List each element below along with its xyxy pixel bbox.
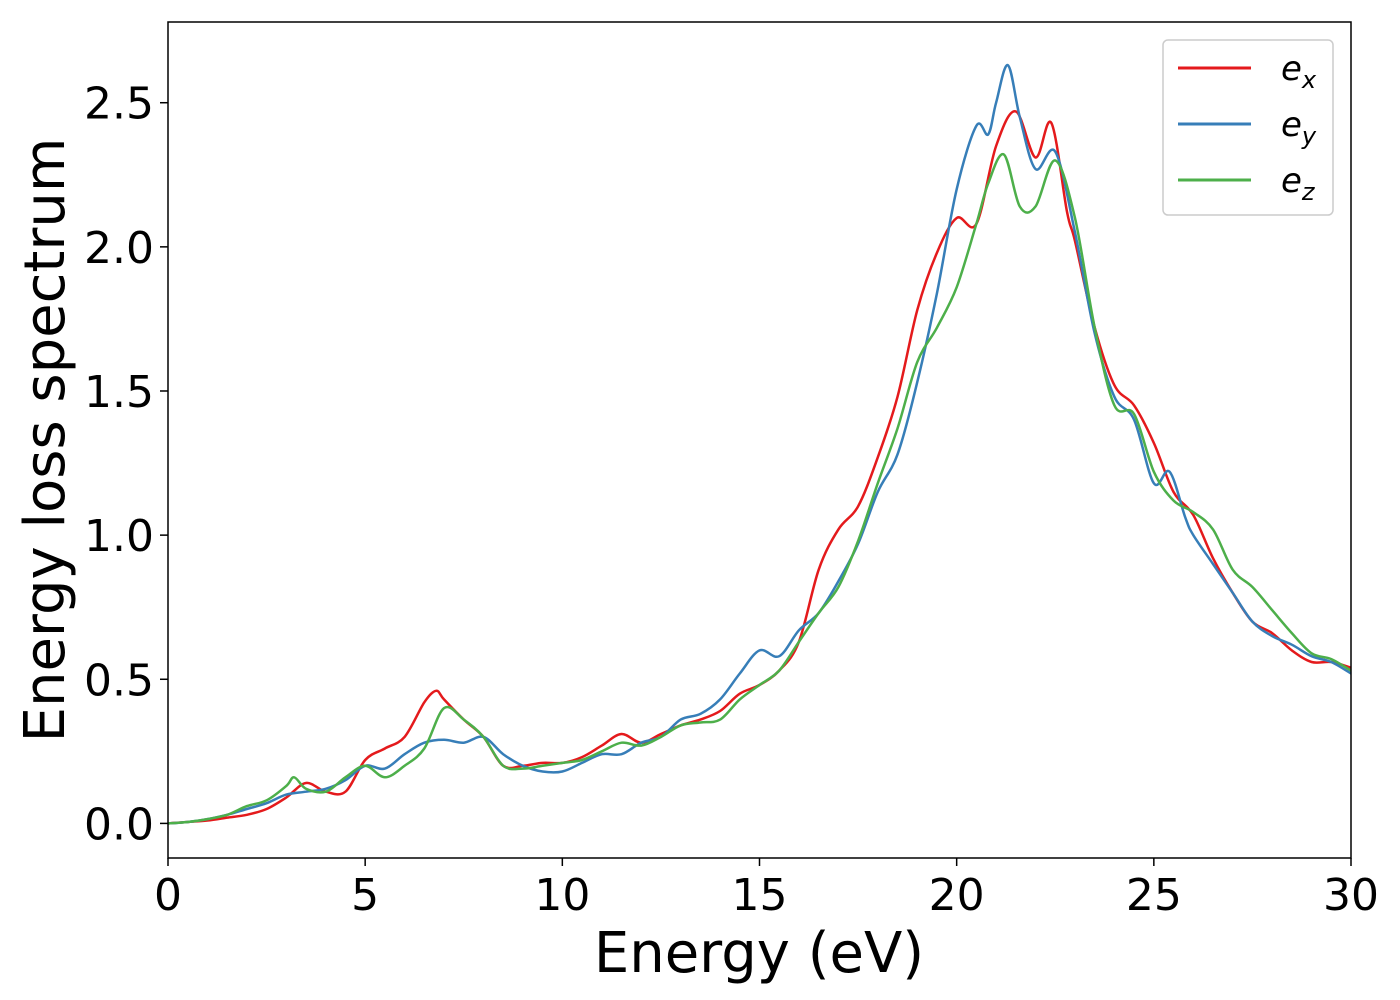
series-line-e-y bbox=[167, 63, 1352, 825]
y-tick-label: 0.0 bbox=[84, 799, 154, 850]
x-tick-label: 5 bbox=[351, 870, 379, 921]
legend-box bbox=[1162, 39, 1334, 216]
legend-label-e-z: ez bbox=[1281, 161, 1316, 206]
y-axis-label: Energy loss spectrum bbox=[13, 138, 78, 743]
y-tick-label: 1.5 bbox=[84, 367, 154, 418]
series-line-e-z bbox=[167, 153, 1352, 825]
y-tick-label: 2.5 bbox=[84, 79, 154, 130]
x-tick-label: 15 bbox=[732, 870, 788, 921]
x-axis-ticks: 0 5 10 15 20 25 30 bbox=[154, 858, 1379, 921]
y-tick-label: 1.0 bbox=[84, 511, 154, 562]
y-tick-label: 0.5 bbox=[84, 655, 154, 706]
x-tick-label: 0 bbox=[154, 870, 182, 921]
x-axis-label: Energy (eV) bbox=[594, 921, 924, 986]
legend-label-e-y: ey bbox=[1281, 105, 1317, 150]
y-tick-label: 2.0 bbox=[84, 223, 154, 274]
x-tick-label: 10 bbox=[534, 870, 590, 921]
x-tick-label: 20 bbox=[929, 870, 985, 921]
legend: ex ey ez bbox=[1162, 39, 1334, 216]
x-tick-label: 30 bbox=[1323, 870, 1379, 921]
x-tick-label: 25 bbox=[1126, 870, 1182, 921]
y-axis-ticks: 0.0 0.5 1.0 1.5 2.0 2.5 bbox=[84, 79, 168, 850]
series-lines bbox=[167, 63, 1352, 825]
legend-label-e-x: ex bbox=[1281, 49, 1317, 94]
